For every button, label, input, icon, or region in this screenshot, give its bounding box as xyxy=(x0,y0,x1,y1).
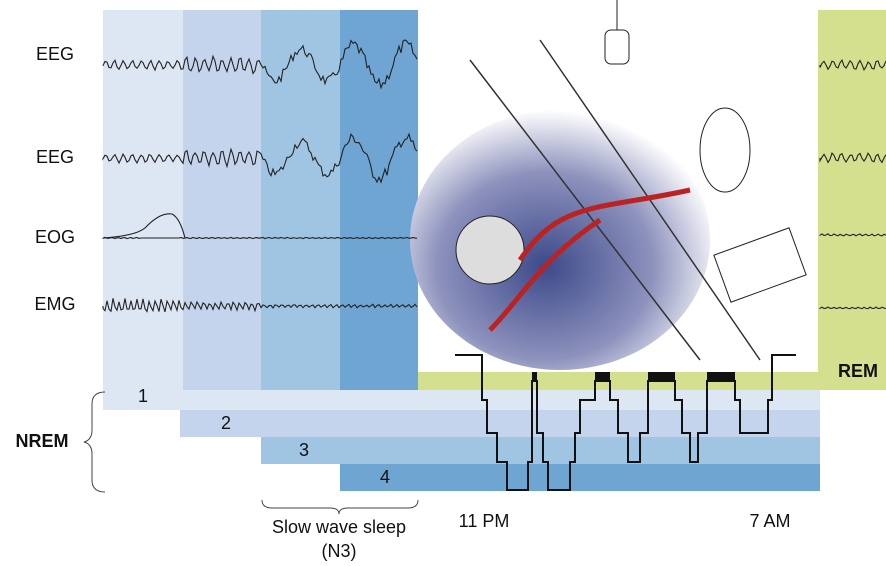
time-label: 7 AM xyxy=(749,511,790,531)
rem-blocks xyxy=(532,372,735,381)
stage-label: 4 xyxy=(380,467,390,487)
illustration-person xyxy=(699,107,751,193)
slow-wave-brace xyxy=(261,499,419,515)
time-label: 11 PM xyxy=(459,511,510,531)
waveform xyxy=(102,236,418,240)
waveform xyxy=(819,152,886,164)
stage-column xyxy=(261,10,340,390)
stage-band xyxy=(261,437,820,464)
channel-label: EEG xyxy=(36,147,74,167)
stage-band xyxy=(180,410,820,437)
stage-column xyxy=(103,10,183,390)
channel-label: EMG xyxy=(34,294,75,314)
nrem-brace xyxy=(83,391,106,493)
stage-label: 2 xyxy=(221,413,231,433)
illustration-cable xyxy=(488,217,602,332)
waveform xyxy=(819,306,886,310)
slow-wave-label: Slow wave sleep xyxy=(272,517,406,537)
rem-column xyxy=(818,10,886,372)
channel-label: EOG xyxy=(35,227,75,247)
waveform xyxy=(102,39,418,90)
waveform xyxy=(102,213,186,239)
channel-label: EEG xyxy=(36,44,74,64)
nrem-label: NREM xyxy=(16,431,69,451)
illustration-cable xyxy=(517,187,691,262)
illustration-recorder xyxy=(713,227,807,303)
stage-band xyxy=(103,390,820,410)
slow-wave-label: (N3) xyxy=(322,541,357,561)
waveform xyxy=(102,132,418,184)
stage-label: 1 xyxy=(138,386,148,406)
illustration-shadow xyxy=(410,110,710,370)
stage-column xyxy=(183,10,261,390)
stage-band xyxy=(340,464,820,491)
waveform xyxy=(819,58,886,72)
waveform xyxy=(819,233,886,237)
stage-column xyxy=(340,10,418,390)
stage-label: 3 xyxy=(299,440,309,460)
rem-label: REM xyxy=(838,361,878,381)
waveform xyxy=(102,298,418,313)
waveforms xyxy=(102,39,886,313)
illustration-head xyxy=(455,215,525,285)
illustration-drip xyxy=(604,29,630,65)
